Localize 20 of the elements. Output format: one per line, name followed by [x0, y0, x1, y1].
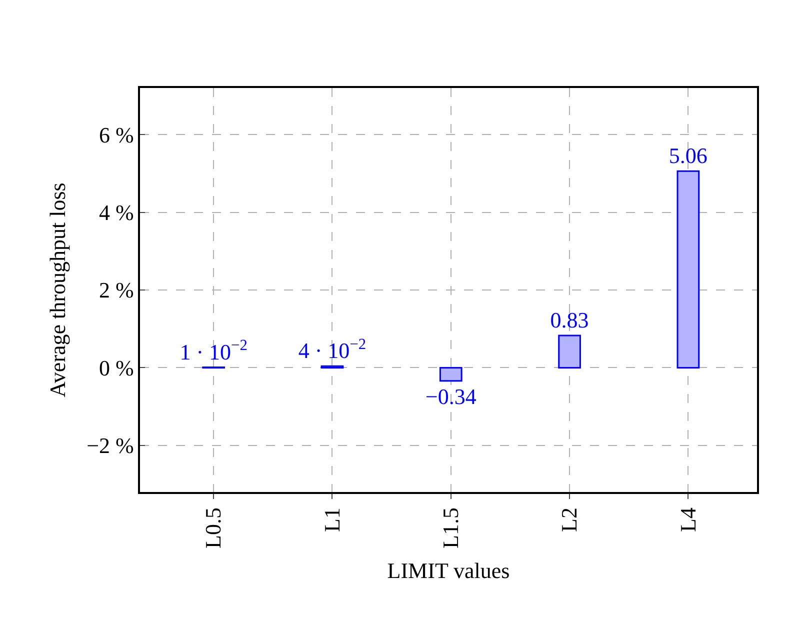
bar: [676, 170, 700, 368]
y-tick-label: 6 %: [99, 122, 134, 148]
data-label: 5.06: [668, 143, 708, 168]
data-label: 1 · 10$^{−2}$: [180, 337, 248, 364]
y-tick-label: 0 %: [99, 355, 134, 380]
bar: [439, 366, 462, 382]
bar: [558, 334, 581, 368]
y-tick-label: 4 %: [99, 200, 134, 226]
y-tick-label: 2 %: [99, 278, 134, 303]
x-tick-label: L1.5: [438, 508, 464, 549]
x-tick-label: L1: [319, 508, 344, 532]
x-tick-label: L4: [675, 508, 700, 532]
data-label: 0.83: [550, 307, 589, 332]
y-tick-label: −2 %: [86, 433, 134, 458]
y-axis-title: Average throughput loss: [44, 182, 70, 398]
x-axis-title: LIMIT values: [387, 558, 510, 583]
x-tick-label: L0.5: [200, 508, 226, 549]
x-tick-label: L2: [556, 508, 582, 532]
data-label: 4 · 10$^{−2}$: [298, 336, 366, 364]
data-label: −0.34: [425, 384, 476, 409]
